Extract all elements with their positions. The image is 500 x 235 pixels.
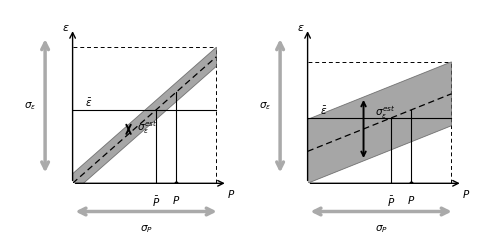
- Text: $\sigma_P$: $\sigma_P$: [374, 223, 388, 235]
- Text: $\bar{P}$: $\bar{P}$: [152, 195, 160, 209]
- Text: $\bar{P}$: $\bar{P}$: [386, 195, 395, 209]
- Text: $P$: $P$: [408, 195, 416, 207]
- Text: $\varepsilon$: $\varepsilon$: [298, 23, 305, 33]
- Text: $\varepsilon$: $\varepsilon$: [62, 23, 70, 33]
- Text: $\bar{\varepsilon}$: $\bar{\varepsilon}$: [320, 104, 328, 117]
- Text: $\sigma_\varepsilon$: $\sigma_\varepsilon$: [24, 100, 36, 112]
- Text: $P$: $P$: [172, 195, 180, 207]
- Polygon shape: [308, 62, 452, 183]
- Polygon shape: [72, 47, 217, 193]
- Text: $P$: $P$: [462, 188, 470, 200]
- Text: $\sigma_P$: $\sigma_P$: [140, 223, 152, 235]
- Text: $\sigma_\varepsilon$: $\sigma_\varepsilon$: [259, 100, 271, 112]
- Text: $\sigma_\varepsilon^{est}$: $\sigma_\varepsilon^{est}$: [374, 105, 395, 121]
- Text: $P$: $P$: [226, 188, 235, 200]
- Text: $\bar{\varepsilon}$: $\bar{\varepsilon}$: [85, 96, 92, 109]
- Text: $\sigma_\varepsilon^{est}$: $\sigma_\varepsilon^{est}$: [136, 119, 157, 136]
